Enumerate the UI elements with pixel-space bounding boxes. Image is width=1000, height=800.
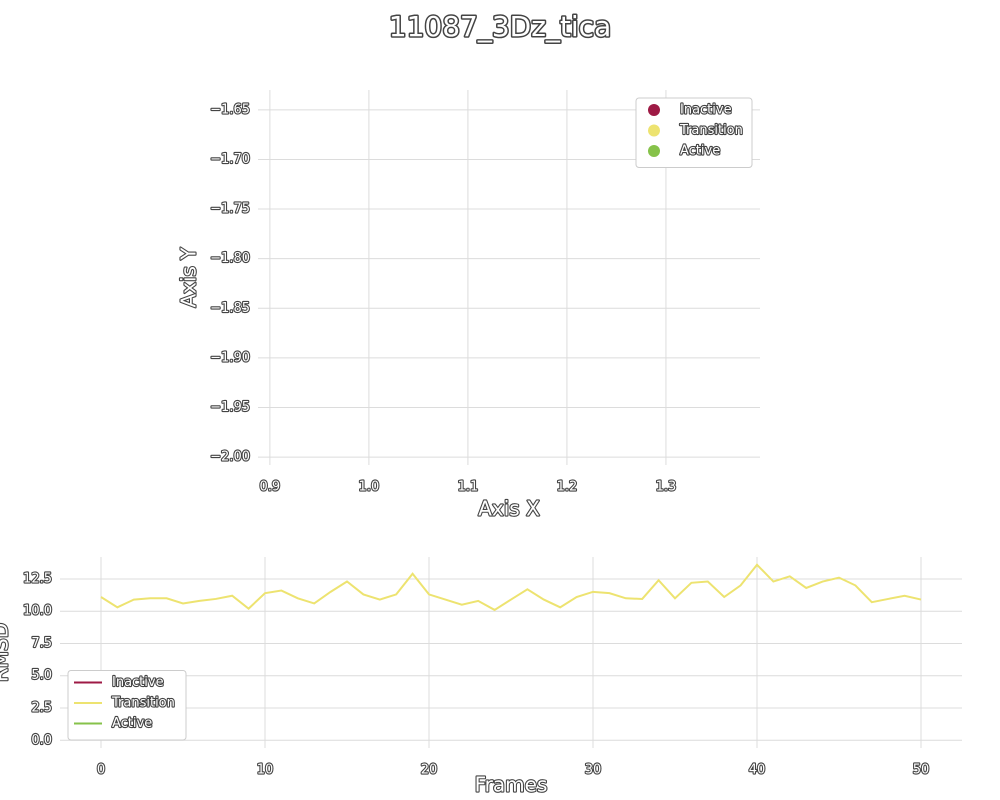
legend-label: Inactive bbox=[112, 675, 164, 690]
legend-marker bbox=[648, 145, 660, 157]
x-tick-label: 1.1 bbox=[458, 480, 479, 495]
x-tick-label: 1.2 bbox=[557, 480, 578, 495]
y-tick-label: −1.80 bbox=[210, 251, 250, 266]
legend-label: Transition bbox=[111, 696, 175, 711]
y-axis-label: RMSD bbox=[0, 623, 13, 682]
y-tick-label: −2.00 bbox=[210, 450, 250, 465]
y-tick-label: −1.90 bbox=[210, 350, 250, 365]
x-tick-label: 50 bbox=[913, 763, 930, 778]
legend-marker bbox=[648, 124, 660, 137]
figure-title: 11087_3Dz_tica bbox=[389, 10, 611, 43]
y-tick-label: −1.85 bbox=[210, 301, 250, 316]
legend: Inactive Transition Active bbox=[67, 670, 187, 741]
x-axis-label: Frames bbox=[475, 773, 548, 797]
y-tick-label: −1.75 bbox=[210, 202, 250, 217]
y-tick-label: 7.5 bbox=[31, 636, 52, 651]
x-tick-label: 0.9 bbox=[260, 480, 281, 495]
y-tick-label: −1.95 bbox=[210, 400, 250, 415]
y-tick-label: 0.0 bbox=[31, 733, 52, 748]
y-tick-label: 12.5 bbox=[23, 571, 52, 586]
y-tick-label: −1.65 bbox=[210, 102, 250, 117]
legend-marker bbox=[648, 104, 660, 116]
legend: Inactive Transition Active bbox=[635, 97, 753, 168]
legend-label: Inactive bbox=[680, 103, 732, 118]
legend-label: Active bbox=[680, 144, 720, 159]
y-tick-label: 5.0 bbox=[31, 668, 52, 683]
x-tick-label: 30 bbox=[585, 763, 602, 778]
legend-label: Active bbox=[112, 716, 152, 731]
x-tick-label: 1.0 bbox=[359, 480, 380, 495]
legend-label: Transition bbox=[679, 123, 743, 138]
x-tick-label: 0 bbox=[97, 763, 105, 778]
y-axis-label: Axis Y bbox=[177, 247, 201, 308]
x-axis-label: Axis X bbox=[478, 497, 540, 521]
y-tick-label: 2.5 bbox=[31, 700, 52, 715]
y-tick-label: −1.70 bbox=[210, 152, 250, 167]
x-tick-label: 10 bbox=[257, 763, 274, 778]
legend-box bbox=[635, 97, 753, 168]
x-tick-label: 1.3 bbox=[656, 480, 677, 495]
y-tick-label: 10.0 bbox=[23, 604, 52, 619]
line bbox=[100, 563, 922, 612]
x-tick-label: 40 bbox=[749, 763, 766, 778]
x-tick-label: 20 bbox=[421, 763, 438, 778]
